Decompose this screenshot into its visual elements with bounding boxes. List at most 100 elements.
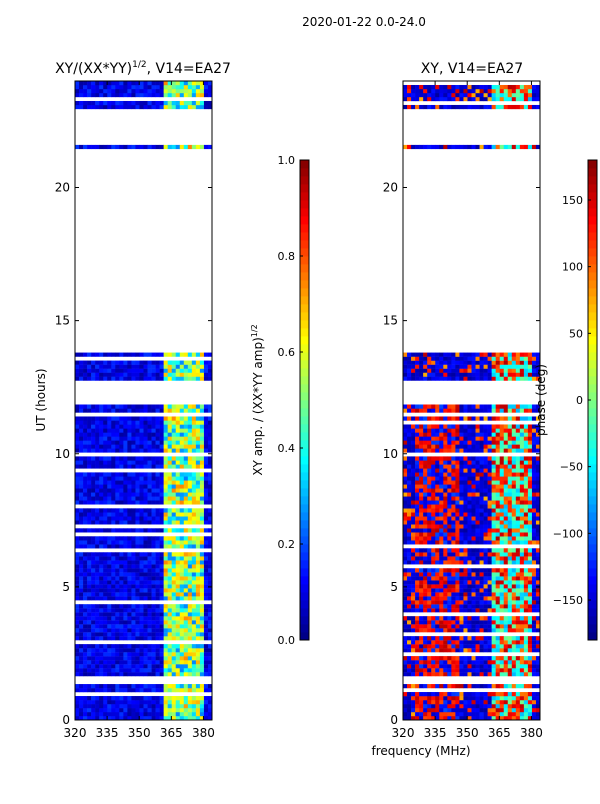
heatmap-cell (91, 105, 95, 109)
heatmap-cell (463, 480, 467, 484)
heatmap-cell (496, 636, 500, 640)
heatmap-cell (492, 548, 496, 552)
heatmap-cell (91, 428, 95, 432)
heatmap-cell (168, 480, 172, 484)
heatmap-cell (443, 528, 447, 532)
heatmap-cell (196, 436, 200, 440)
heatmap-cell (111, 353, 115, 357)
heatmap-cell (99, 508, 103, 512)
heatmap-cell (184, 556, 188, 560)
heatmap-cell (455, 672, 459, 676)
heatmap-cell (484, 568, 488, 572)
heatmap-cell (524, 692, 528, 696)
heatmap-cell (467, 616, 471, 620)
heatmap-cell (119, 596, 123, 600)
heatmap-cell (196, 456, 200, 460)
heatmap-cell (419, 672, 423, 676)
heatmap-cell (139, 472, 143, 476)
heatmap-cell (411, 436, 415, 440)
heatmap-cell (476, 512, 480, 516)
heatmap-cell (520, 684, 524, 688)
heatmap-cell (188, 612, 192, 616)
heatmap-cell (160, 552, 164, 556)
heatmap-cell (119, 512, 123, 516)
heatmap-cell (463, 644, 467, 648)
heatmap-cell (139, 580, 143, 584)
heatmap-cell (164, 596, 168, 600)
heatmap-cell (144, 688, 148, 692)
heatmap-cell (176, 436, 180, 440)
heatmap-cell (144, 564, 148, 568)
heatmap-cell (160, 416, 164, 420)
heatmap-cell (152, 145, 156, 149)
heatmap-cell (435, 648, 439, 652)
heatmap-cell (488, 500, 492, 504)
heatmap-cell (467, 500, 471, 504)
heatmap-cell (107, 668, 111, 672)
heatmap-cell (99, 528, 103, 532)
heatmap-cell (492, 480, 496, 484)
heatmap-cell (447, 604, 451, 608)
heatmap-cell (91, 93, 95, 97)
heatmap-cell (488, 504, 492, 508)
heatmap-cell (79, 568, 83, 572)
heatmap-cell (435, 644, 439, 648)
heatmap-cell (148, 460, 152, 464)
heatmap-cell (451, 576, 455, 580)
heatmap-cell (520, 616, 524, 620)
heatmap-cell (107, 564, 111, 568)
heatmap-cell (520, 692, 524, 696)
heatmap-cell (99, 596, 103, 600)
heatmap-cell (119, 536, 123, 540)
heatmap-cell (107, 672, 111, 676)
heatmap-cell (204, 596, 208, 600)
heatmap-cell (411, 620, 415, 624)
heatmap-cell (172, 620, 176, 624)
heatmap-cell (172, 85, 176, 89)
heatmap-cell (204, 484, 208, 488)
heatmap-cell (119, 520, 123, 524)
heatmap-cell (107, 584, 111, 588)
heatmap-cell (156, 500, 160, 504)
heatmap-cell (528, 596, 532, 600)
heatmap-cell (500, 528, 504, 532)
heatmap-cell (91, 620, 95, 624)
heatmap-cell (411, 704, 415, 708)
heatmap-cell (455, 660, 459, 664)
heatmap-cell (95, 365, 99, 369)
heatmap-cell (99, 712, 103, 716)
heatmap-cell (463, 468, 467, 472)
heatmap-cell (95, 584, 99, 588)
heatmap-cell (500, 432, 504, 436)
heatmap-cell (520, 584, 524, 588)
heatmap-cell (160, 560, 164, 564)
heatmap-cell (172, 488, 176, 492)
heatmap-cell (184, 492, 188, 496)
amplitude-colorbar-segment (300, 624, 309, 632)
heatmap-cell (95, 460, 99, 464)
heatmap-cell (99, 552, 103, 556)
heatmap-cell (516, 484, 520, 488)
heatmap-cell (103, 608, 107, 612)
heatmap-cell (476, 704, 480, 708)
heatmap-cell (524, 696, 528, 700)
heatmap-cell (500, 440, 504, 444)
heatmap-cell (184, 101, 188, 105)
heatmap-cell (123, 353, 127, 357)
heatmap-cell (152, 624, 156, 628)
heatmap-cell (184, 592, 188, 596)
heatmap-cell (156, 712, 160, 716)
heatmap-cell (415, 476, 419, 480)
heatmap-cell (528, 524, 532, 528)
heatmap-cell (156, 660, 160, 664)
heatmap-cell (75, 552, 79, 556)
heatmap-cell (411, 628, 415, 632)
heatmap-cell (164, 644, 168, 648)
heatmap-cell (192, 484, 196, 488)
heatmap-cell (439, 600, 443, 604)
heatmap-cell (148, 592, 152, 596)
heatmap-cell (427, 428, 431, 432)
heatmap-cell (115, 668, 119, 672)
heatmap-cell (168, 688, 172, 692)
heatmap-cell (512, 568, 516, 572)
